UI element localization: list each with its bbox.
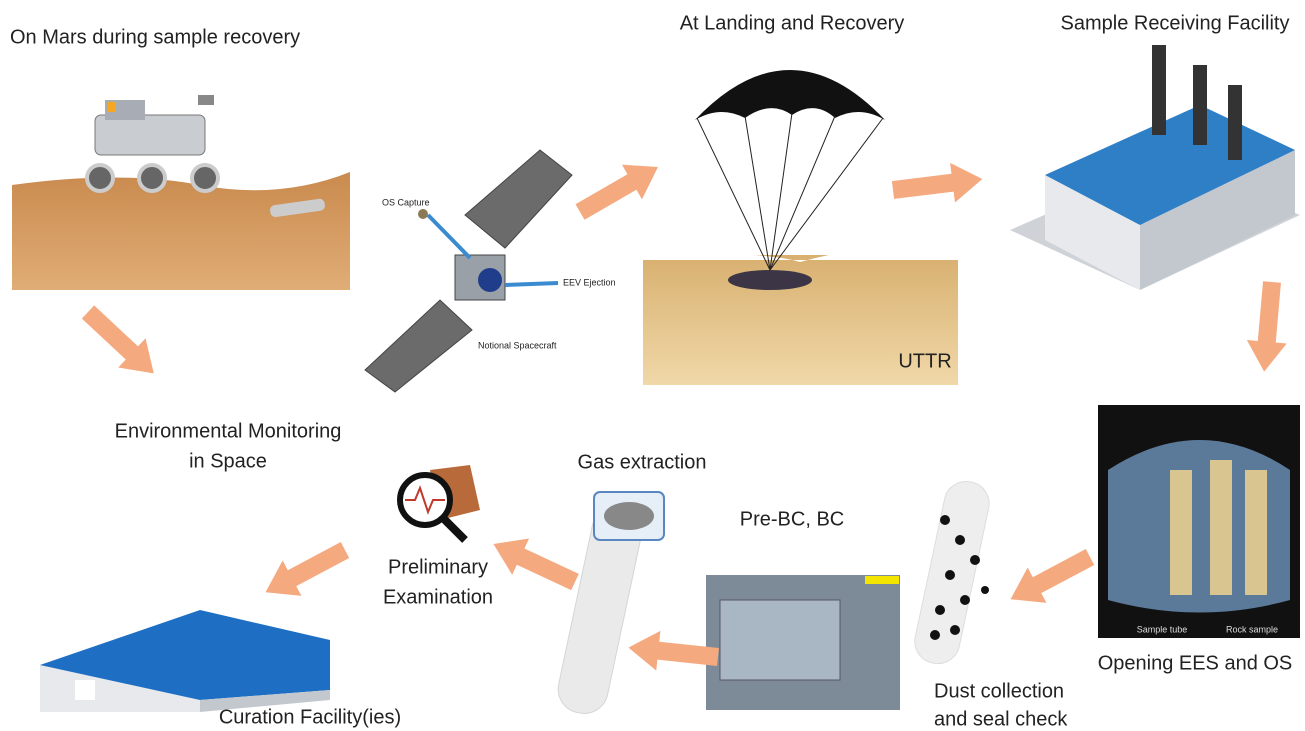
node-label: At Landing and Recovery	[680, 12, 905, 34]
curation-facility	[40, 610, 330, 712]
node-label: Gas extraction	[578, 451, 707, 473]
arrow	[570, 150, 668, 230]
node-label: EEV Ejection	[563, 277, 616, 287]
magnifier	[400, 465, 480, 540]
node-label: Preliminary	[388, 556, 488, 578]
node-label: Examination	[383, 586, 493, 608]
arrow	[74, 297, 167, 388]
mars-scene	[12, 95, 350, 290]
arrow	[1244, 280, 1292, 373]
node-label: UTTR	[898, 350, 951, 372]
receiving-facility	[1010, 45, 1300, 290]
node-label: Opening EES and OS	[1098, 652, 1293, 674]
node-label: On Mars during sample recovery	[10, 26, 300, 48]
node-label: Notional Spacecraft	[478, 340, 557, 350]
arrow	[891, 159, 985, 210]
node-label: Dust collection	[934, 680, 1064, 702]
node-label: Rock sample	[1226, 624, 1278, 634]
diagram: On Mars during sample recovery At Landin…	[0, 0, 1305, 731]
node-label: Environmental Monitoring	[115, 420, 342, 442]
landing-scene	[643, 70, 958, 385]
node-label: Sample tube	[1137, 624, 1188, 634]
arrow	[256, 532, 354, 610]
node-label: OS Capture	[382, 197, 430, 207]
dust-tube	[911, 477, 993, 667]
node-label: Pre-BC, BC	[740, 508, 844, 530]
spacecraft	[365, 150, 572, 392]
lab-photo	[706, 575, 900, 710]
arrow	[485, 526, 583, 600]
gas-tube	[554, 492, 664, 718]
node-label: Curation Facility(ies)	[219, 706, 401, 728]
arrow	[1001, 539, 1099, 617]
node-label: and seal check	[934, 708, 1068, 730]
node-label: Sample Receiving Facility	[1061, 12, 1290, 34]
container-cutaway	[1098, 405, 1300, 638]
node-label: in Space	[189, 450, 267, 472]
